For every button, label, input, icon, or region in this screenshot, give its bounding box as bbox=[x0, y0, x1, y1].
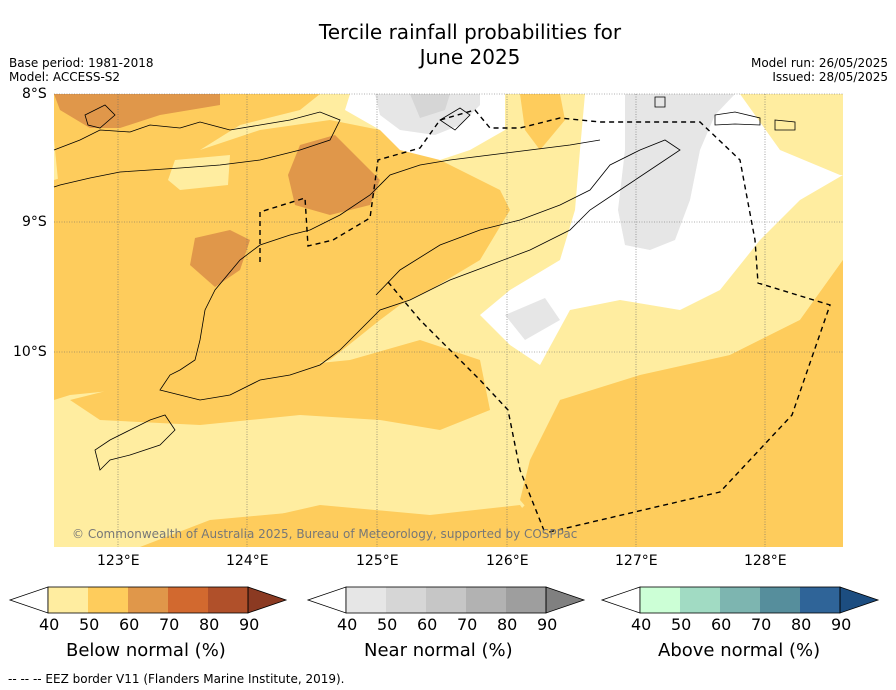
colorbar-segment bbox=[128, 587, 168, 613]
region-60-south bbox=[70, 340, 490, 430]
colorbar-tick-label: 90 bbox=[831, 615, 852, 634]
eez-border bbox=[259, 109, 831, 534]
colorbar-segment bbox=[426, 587, 466, 613]
region-50-islet bbox=[168, 155, 230, 190]
lon-label-123e: 123°E bbox=[97, 553, 140, 569]
meta-right: Model run: 26/05/2025 Issued: 28/05/2025 bbox=[751, 56, 888, 84]
colorbar-segment bbox=[386, 587, 426, 613]
colorbar-segment bbox=[680, 587, 720, 613]
region-70-central bbox=[288, 135, 380, 215]
colorbar-segment bbox=[720, 587, 760, 613]
region-60-southeast bbox=[520, 260, 843, 547]
colorbar-segment bbox=[208, 587, 248, 613]
lon-label-127e: 127°E bbox=[615, 553, 658, 569]
issued-date: Issued: 28/05/2025 bbox=[772, 70, 888, 84]
colorbar-outline bbox=[47, 586, 249, 614]
colorbar-arrow-low bbox=[306, 586, 347, 614]
meta-left: Base period: 1981-2018 Model: ACCESS-S2 bbox=[9, 56, 154, 84]
region-grey-dark bbox=[410, 94, 450, 118]
colorbar-outline bbox=[639, 586, 841, 614]
colorbar-tick-label: 80 bbox=[791, 615, 812, 634]
colorbar-tick-label: 70 bbox=[457, 615, 478, 634]
colorbar-tick-label: 90 bbox=[537, 615, 558, 634]
region-grey-south bbox=[505, 298, 560, 340]
colorbar-tick-label: 90 bbox=[239, 615, 260, 634]
colorbar-segment bbox=[800, 587, 840, 613]
colorbar-tick-label: 40 bbox=[39, 615, 60, 634]
lat-label-8s: 8°S bbox=[22, 86, 47, 102]
colorbar-segment bbox=[506, 587, 546, 613]
lon-label-125e: 125°E bbox=[356, 553, 399, 569]
region-60-bottom bbox=[170, 505, 550, 547]
colorbar-tick-label: 70 bbox=[751, 615, 772, 634]
colorbar-tick-label: 50 bbox=[671, 615, 692, 634]
lat-label-9s: 9°S bbox=[22, 214, 47, 230]
model-run: Model run: 26/05/2025 bbox=[750, 56, 888, 70]
title-line-1: Tercile rainfall probabilities for bbox=[318, 20, 622, 44]
region-70-west bbox=[190, 230, 250, 287]
colorbar-title: Below normal (%) bbox=[66, 640, 226, 661]
colorbar-arrow-high bbox=[247, 586, 288, 614]
region-70-nw bbox=[54, 94, 220, 128]
colorbar-segment bbox=[466, 587, 506, 613]
lon-label-128e: 128°E bbox=[744, 553, 787, 569]
base-period: Base period: 1981-2018 bbox=[9, 56, 154, 70]
colorbar-title: Near normal (%) bbox=[364, 640, 513, 661]
colorbar-tick-label: 60 bbox=[711, 615, 732, 634]
colorbar-segment bbox=[48, 587, 88, 613]
colorbar-tick-label: 60 bbox=[417, 615, 438, 634]
colorbar-tick-label: 80 bbox=[497, 615, 518, 634]
colorbar-tick-label: 50 bbox=[79, 615, 100, 634]
colorbar-tick-label: 40 bbox=[631, 615, 652, 634]
coastlines bbox=[53, 96, 796, 471]
eez-footer-note: -- -- -- EEZ border V11 (Flanders Marine… bbox=[8, 672, 345, 686]
map-credit: © Commonwealth of Australia 2025, Bureau… bbox=[72, 527, 578, 541]
lon-label-126e: 126°E bbox=[486, 553, 529, 569]
lon-label-124e: 124°E bbox=[226, 553, 269, 569]
colorbar-arrow-high bbox=[839, 586, 880, 614]
colorbar-arrow-low bbox=[8, 586, 49, 614]
colorbar-segment bbox=[640, 587, 680, 613]
model-name: Model: ACCESS-S2 bbox=[9, 70, 121, 84]
colorbar-outline bbox=[345, 586, 547, 614]
colorbar-tick-label: 50 bbox=[377, 615, 398, 634]
colorbar-tick-label: 40 bbox=[337, 615, 358, 634]
colorbar-segment bbox=[168, 587, 208, 613]
colorbar-segment bbox=[346, 587, 386, 613]
colorbars bbox=[8, 586, 880, 614]
lat-label-10s: 10°S bbox=[13, 344, 47, 360]
colorbar-segment bbox=[88, 587, 128, 613]
colorbar-title: Above normal (%) bbox=[658, 640, 821, 661]
colorbar-tick-label: 60 bbox=[119, 615, 140, 634]
map-title: Tercile rainfall probabilities for June … bbox=[0, 20, 896, 70]
colorbar-arrow-high bbox=[545, 586, 586, 614]
colorbar-segment bbox=[760, 587, 800, 613]
colorbar-arrow-low bbox=[600, 586, 641, 614]
colorbar-tick-label: 70 bbox=[159, 615, 180, 634]
region-grey-east bbox=[618, 94, 735, 250]
colorbar-tick-label: 80 bbox=[199, 615, 220, 634]
title-line-2: June 2025 bbox=[419, 45, 521, 69]
region-60-west bbox=[54, 120, 510, 400]
